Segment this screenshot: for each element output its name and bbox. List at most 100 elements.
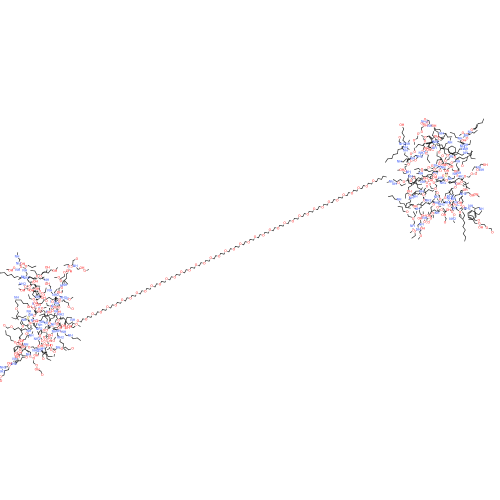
nitrogen-label: NH xyxy=(54,310,59,314)
atom-label-background xyxy=(38,323,42,327)
atom-label-background xyxy=(441,181,445,185)
atom-label-background xyxy=(232,247,236,252)
hydroxyl-label: OH xyxy=(65,326,71,330)
oxygen-label: O xyxy=(59,298,62,302)
atom-label-background xyxy=(55,322,59,327)
right-cluster-bond xyxy=(409,203,414,206)
nitrogen-label: NH xyxy=(12,357,17,361)
atom-label-background xyxy=(21,274,25,279)
hydroxyl-label: OH xyxy=(434,134,440,138)
atom-label-background xyxy=(422,216,427,220)
atom-label-background xyxy=(312,207,316,211)
oxygen-label: O xyxy=(14,341,17,345)
atom-label-background xyxy=(63,283,67,287)
atom-label-background xyxy=(42,342,47,346)
hydroxyl-label: OH xyxy=(37,309,43,313)
right-cluster-bond xyxy=(426,175,431,179)
atom-label-background xyxy=(46,343,50,348)
atom-label-background xyxy=(14,307,19,311)
oxygen-label: O xyxy=(19,348,22,352)
atom-labels: O OO OO OO OO OO OO OO OO OO OO OO OO OO OO OO OO OO OO OO O… xyxy=(0,117,495,383)
left-cluster-bond xyxy=(5,330,7,336)
atom-label-background xyxy=(439,208,444,212)
left-cluster-bond xyxy=(42,271,47,274)
right-cluster-bond xyxy=(462,160,467,163)
ether-oxygen-label: O xyxy=(85,318,88,322)
oxygen-label: O xyxy=(414,150,417,154)
atom-label-background xyxy=(48,288,52,293)
atom-label-background xyxy=(20,288,25,293)
right-cluster-bond xyxy=(436,155,442,158)
hydroxyl-label: OH xyxy=(421,121,427,125)
left-cluster-bond xyxy=(60,276,65,279)
ether-oxygen-label: O xyxy=(150,284,153,288)
atom-label-background xyxy=(403,169,408,173)
atom-label-background xyxy=(29,333,33,338)
ether-oxygen-label: O xyxy=(174,276,177,280)
hydroxyl-label: OH xyxy=(444,169,450,173)
left-cluster-bond xyxy=(63,277,67,282)
hydroxyl-label: OH xyxy=(29,288,35,292)
hydroxyl-label: OH xyxy=(473,192,479,196)
nitrogen-label: NH xyxy=(62,283,67,287)
atom-label-background xyxy=(435,211,439,215)
hydroxyl-label: OH xyxy=(407,190,413,194)
nitrogen-label: NH xyxy=(16,261,21,265)
oxygen-label: O xyxy=(423,220,426,224)
atom-label-background xyxy=(405,142,410,146)
nitrogen-label: NH xyxy=(419,171,424,175)
atom-label-background xyxy=(37,347,42,352)
atom-label-background xyxy=(57,305,61,310)
left-cluster-bond xyxy=(31,265,37,268)
atom-label-background xyxy=(35,274,39,279)
right-cluster-bond xyxy=(422,175,428,178)
hydroxyl-label: OH xyxy=(478,226,484,230)
atom-label-background xyxy=(7,361,12,366)
atom-label-background xyxy=(443,159,448,163)
oxygen-label: O xyxy=(50,348,53,352)
linker-bond xyxy=(317,206,320,211)
atom-label-background xyxy=(172,275,177,280)
right-cluster-bond xyxy=(404,154,409,158)
atom-label-background xyxy=(40,339,45,343)
linker-bond xyxy=(243,241,246,246)
right-cluster-bond xyxy=(466,156,468,161)
atom-label-background xyxy=(461,138,466,143)
left-cluster-bond xyxy=(14,275,19,278)
hydroxyl-label: OH xyxy=(7,361,13,365)
oxygen-label: O xyxy=(475,172,478,176)
amine-label: NH2 xyxy=(458,175,465,179)
left-cluster-bond xyxy=(11,317,17,320)
right-cluster-bond xyxy=(403,158,407,163)
left-cluster-bond xyxy=(29,276,34,279)
right-cluster-bond xyxy=(477,122,483,124)
hydroxyl-label: OH xyxy=(20,262,26,266)
linker-bond xyxy=(258,234,261,239)
right-cluster-bond xyxy=(468,214,474,217)
right-cluster-bond xyxy=(429,200,434,205)
atom-label-background xyxy=(402,179,406,184)
atom-label-background xyxy=(476,218,481,223)
atom-label-background xyxy=(2,323,7,328)
atom-label-background xyxy=(403,145,408,150)
atom-label-background xyxy=(426,198,430,203)
ether-oxygen-label: O xyxy=(77,319,80,323)
atom-label-background xyxy=(397,197,401,202)
nitrogen-label: NH xyxy=(468,130,473,134)
oxygen-label: O xyxy=(43,342,46,346)
atom-label-background xyxy=(465,136,469,141)
atom-label-background xyxy=(412,138,416,143)
atom-label-background xyxy=(44,278,49,282)
hydroxyl-label: OH xyxy=(18,339,24,343)
left-cluster-bond xyxy=(46,352,49,357)
right-cluster-bond xyxy=(391,154,394,159)
nitrogen-label: NH xyxy=(38,323,43,327)
left-cluster-bond xyxy=(34,270,38,275)
ether-oxygen-label: O xyxy=(121,298,124,302)
hydroxyl-label: OH xyxy=(38,344,44,348)
oxygen-label: O xyxy=(0,375,2,379)
hydroxyl-label: OH xyxy=(61,324,67,328)
oxygen-label: O xyxy=(426,181,429,185)
right-cluster-bond xyxy=(413,190,417,196)
right-cluster-bond xyxy=(438,143,441,149)
